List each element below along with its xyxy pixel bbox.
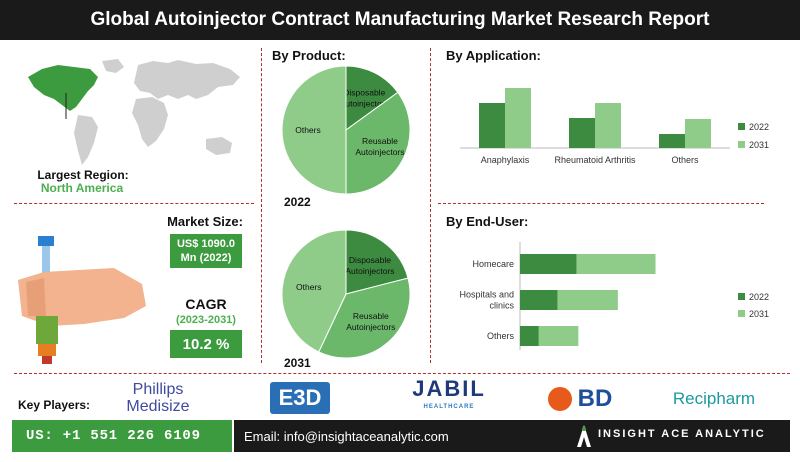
pie-chart-2031: DisposableAutoinjectorsReusableAutoinjec… [281, 229, 411, 359]
app-bar-1-1 [595, 103, 621, 148]
bd-sun-icon [547, 387, 572, 411]
pie-label-0-1-1: Autoinjectors [355, 147, 404, 157]
pie-slice-1-0 [345, 229, 409, 295]
enduser-legend-swatch-1 [738, 310, 745, 317]
insight-ace-logo-icon [574, 424, 594, 448]
app-legend-swatch-0 [738, 123, 745, 130]
enduser-bar-2-0 [520, 326, 539, 346]
report-title: Global Autoinjector Contract Manufacturi… [0, 0, 800, 40]
app-bar-2-1 [685, 119, 711, 148]
divider-vertical-left [261, 48, 262, 363]
enduser-tick-2-0: Others [487, 331, 515, 341]
divider-footer [14, 373, 790, 374]
enduser-bar-0-0 [520, 254, 577, 274]
autoinjector-hand-icon [18, 236, 146, 364]
pie-slice-1-2 [281, 229, 347, 353]
pie-label-0-0-0: Disposable [343, 88, 385, 98]
enduser-bar-2-1 [538, 326, 579, 346]
pie-label-0-0-1: Autoinjectors [340, 99, 389, 109]
cagr-value: 10.2 % [170, 330, 242, 358]
enduser-tick-0-0: Homecare [472, 259, 514, 269]
enduser-tick-1-1: clinics [489, 301, 514, 311]
market-size-box: US$ 1090.0 Mn (2022) [170, 234, 242, 268]
eurasia-shape [134, 60, 240, 99]
app-legend-swatch-1 [738, 141, 745, 148]
footer-brand: INSIGHT ACE ANALYTIC [598, 428, 766, 440]
enduser-bar-1-0 [520, 290, 558, 310]
pie-chart-2022: DisposableAutoinjectorsReusableAutoinjec… [281, 65, 411, 195]
logo-recipharm: Recipharm [672, 389, 756, 408]
region-value: North America [40, 181, 124, 195]
enduser-bar-0-1 [576, 254, 656, 274]
logo-jabil: JABIL HEALTHCARE [400, 376, 498, 416]
logo-bd: BD [540, 383, 620, 415]
north-america-shape [28, 65, 98, 111]
app-bar-0-0 [479, 103, 505, 148]
logo-phillips-medisize-text: Phillips Medisize [126, 381, 190, 415]
logo-e3d: E3D [270, 382, 330, 414]
divider-right-horizontal [438, 203, 764, 204]
enduser-bar-1-1 [557, 290, 618, 310]
pie-label-1-2-0: Others [296, 282, 322, 292]
cagr-label: CAGR [185, 296, 227, 312]
by-application-heading: By Application: [446, 48, 541, 63]
pie-year-2031: 2031 [284, 356, 311, 370]
pie-slice-0-1 [345, 91, 411, 195]
app-legend-label-1: 2031 [749, 140, 769, 150]
africa-shape [132, 97, 168, 147]
footer-email: Email: info@insightaceanalytic.com [234, 420, 790, 452]
australia-shape [206, 137, 232, 155]
world-map [28, 59, 240, 165]
app-tick-0: Anaphylaxis [481, 155, 530, 165]
pie-label-1-0-1: Autoinjectors [345, 266, 394, 276]
app-bar-1-0 [569, 118, 595, 148]
divider-left-horizontal [14, 203, 254, 204]
app-legend-label-0: 2022 [749, 122, 769, 132]
greenland-shape [102, 59, 124, 73]
enduser-legend-label-1: 2031 [749, 309, 769, 319]
logo-jabil-sub: HEALTHCARE [423, 404, 475, 410]
logo-jabil-text: JABIL [412, 376, 486, 401]
pie-slice-0-0 [345, 65, 399, 131]
market-size-line1: US$ 1090.0 [176, 238, 236, 250]
region-label: Largest Region: [37, 168, 129, 182]
pie-label-1-0-0: Disposable [349, 255, 391, 265]
logo-phillips-medisize: Phillips Medisize [110, 378, 206, 418]
pie-label-0-2-0: Others [295, 125, 321, 135]
pie-year-2022: 2022 [284, 195, 311, 209]
enduser-legend-label-0: 2022 [749, 292, 769, 302]
by-product-heading: By Product: [272, 48, 346, 63]
app-bar-2-0 [659, 134, 685, 148]
app-bar-0-1 [505, 88, 531, 148]
pie-slice-0-2 [281, 65, 347, 195]
enduser-tick-1-0: Hospitals and [459, 290, 514, 300]
market-size-line2: Mn (2022) [180, 252, 232, 264]
enduser-legend-swatch-0 [738, 293, 745, 300]
pie-label-1-1-0: Reusable [353, 311, 389, 321]
pie-slice-1-1 [318, 277, 411, 359]
pie-label-1-1-1: Autoinjectors [346, 322, 395, 332]
by-end-user-heading: By End-User: [446, 214, 529, 229]
app-tick-2: Others [671, 155, 699, 165]
footer-phone: US: +1 551 226 6109 [12, 420, 232, 452]
pie-label-0-1-0: Reusable [362, 136, 398, 146]
logo-bd-text: BD [577, 385, 613, 412]
cagr-period: (2023-2031) [176, 314, 236, 326]
market-size-label: Market Size: [167, 214, 243, 229]
divider-vertical-right [430, 48, 431, 363]
application-bar-chart: Anaphylaxis Rheumatoid Arthritis Others 202… [460, 88, 769, 165]
key-players-label: Key Players: [18, 398, 91, 412]
south-america-shape [74, 115, 98, 165]
app-tick-1: Rheumatoid Arthritis [554, 155, 636, 165]
